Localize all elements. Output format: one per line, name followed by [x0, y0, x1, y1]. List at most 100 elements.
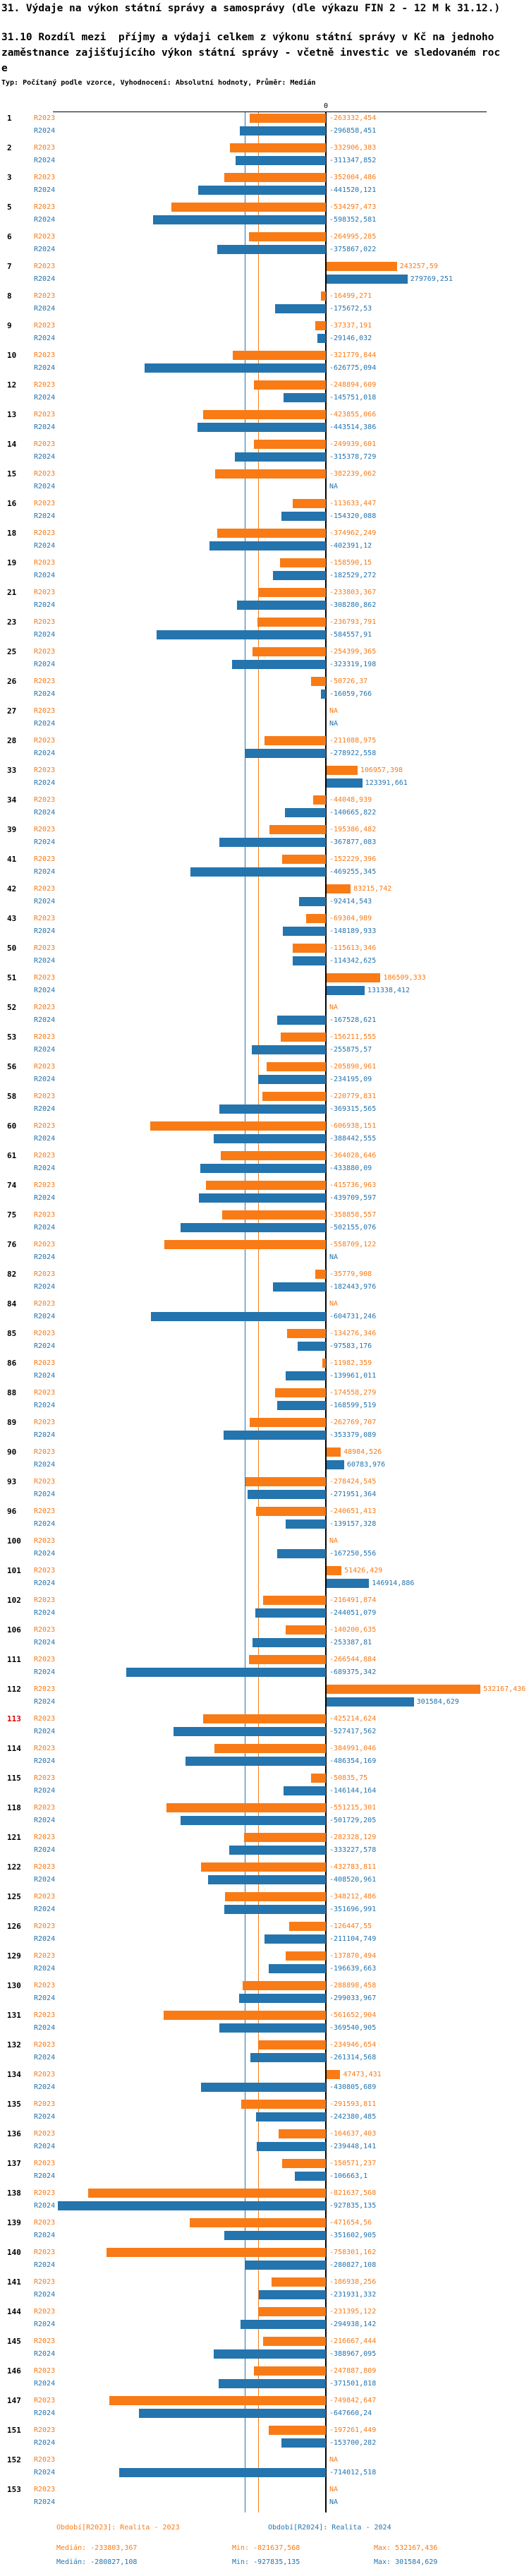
value-2024: 301584,629 [416, 1698, 459, 1706]
bar-2023 [263, 1596, 326, 1605]
bar-2023 [203, 410, 326, 419]
bar-2023 [171, 203, 326, 212]
bar-2023 [327, 1566, 342, 1575]
value-2024: -148189,933 [329, 927, 377, 935]
value-2023: 83215,742 [353, 885, 392, 893]
value-2024: -211104,749 [329, 1935, 377, 1943]
row-number: 23 [7, 618, 17, 627]
value-2024: -502155,076 [329, 1224, 377, 1232]
series-label-2024: R2024 [34, 779, 56, 787]
value-2024: -527417,562 [329, 1728, 377, 1735]
value-2024: -139961,011 [329, 1372, 377, 1380]
bar-2024 [207, 1875, 326, 1884]
stat-min-2023: Min: -821637,568 [232, 2544, 300, 2552]
value-2024: -29146,032 [329, 335, 372, 342]
value-2023: -50726,37 [329, 678, 368, 685]
series-label-2023: R2023 [34, 411, 56, 419]
value-2023: -240651,413 [329, 1507, 377, 1515]
bar-2023 [249, 232, 326, 241]
bar-2024 [239, 1994, 326, 2003]
value-2023: -150571,237 [329, 2160, 377, 2167]
stat-median-2023: Medián: -233803,367 [56, 2544, 138, 2552]
bar-2024 [327, 275, 408, 284]
bar-2024 [327, 1579, 370, 1588]
value-2024: -311347,852 [329, 157, 377, 164]
series-label-2024: R2024 [34, 2469, 56, 2476]
row-number: 60 [7, 1121, 17, 1131]
row-number: 131 [7, 2011, 21, 2020]
series-label-2023: R2023 [34, 381, 56, 389]
bar-2024 [241, 2320, 326, 2329]
row-number: 15 [7, 469, 17, 479]
series-label-2023: R2023 [34, 885, 56, 893]
value-2023: -137870,494 [329, 1952, 377, 1960]
bar-2024 [200, 1164, 326, 1173]
series-label-2024: R2024 [34, 1461, 56, 1469]
value-2024: -430805,689 [329, 2083, 377, 2091]
bar-2023 [289, 1922, 326, 1931]
bar-2023 [269, 825, 326, 834]
series-label-2023: R2023 [34, 440, 56, 448]
value-2023: 47473,431 [343, 2071, 382, 2078]
series-label-2024: R2024 [34, 1283, 56, 1291]
series-label-2023: R2023 [34, 2249, 56, 2256]
series-label-2023: R2023 [34, 2041, 56, 2049]
row-number: 7 [7, 262, 12, 271]
series-label-2023: R2023 [34, 1745, 56, 1752]
series-label-2023: R2023 [34, 263, 56, 270]
row-number: 52 [7, 1003, 17, 1012]
row-number: 27 [7, 706, 17, 716]
bar-2024 [258, 2290, 326, 2299]
value-2024: NA [329, 2498, 339, 2506]
value-2024: -388442,555 [329, 1135, 377, 1143]
stat-min-2024: Min: -927835,135 [232, 2558, 300, 2566]
series-label-2024: R2024 [34, 1135, 56, 1143]
value-2023: -758301,162 [329, 2249, 377, 2256]
series-label-2023: R2023 [34, 1330, 56, 1337]
bar-2023 [264, 736, 326, 745]
bar-2023 [244, 1833, 326, 1842]
series-label-2024: R2024 [34, 1164, 56, 1172]
row-number: 50 [7, 944, 17, 953]
value-2023: -236793,791 [329, 618, 377, 626]
row-number: 19 [7, 558, 17, 567]
value-2024: -443514,386 [329, 423, 377, 431]
value-2024: -92414,543 [329, 898, 372, 905]
value-2023: -152229,396 [329, 855, 377, 863]
bar-2023 [292, 944, 326, 953]
value-2023: -186938,256 [329, 2278, 377, 2286]
bar-2023 [224, 173, 326, 182]
series-label-2024: R2024 [34, 661, 56, 668]
bar-2023 [200, 1862, 326, 1872]
value-2024: -261314,568 [329, 2054, 377, 2062]
series-label-2024: R2024 [34, 1342, 56, 1350]
bar-2024 [295, 2172, 326, 2181]
row-number: 41 [7, 855, 17, 864]
series-label-2024: R2024 [34, 1105, 56, 1113]
bar-2024 [213, 1134, 326, 1143]
value-2023: -50835,75 [329, 1774, 368, 1782]
row-number: 43 [7, 914, 17, 923]
row-number: 101 [7, 1566, 21, 1575]
row-number: 114 [7, 1744, 21, 1753]
bar-2024 [126, 1668, 326, 1677]
series-label-2024: R2024 [34, 305, 56, 313]
bar-2023 [241, 2100, 326, 2109]
bar-2024 [57, 2201, 326, 2210]
series-label-2023: R2023 [34, 1952, 56, 1960]
row-number: 144 [7, 2307, 21, 2316]
value-2024: -604731,246 [329, 1313, 377, 1320]
value-2023: -558709,122 [329, 1241, 377, 1248]
bar-2023 [327, 973, 381, 982]
bar-2024 [255, 2112, 326, 2121]
value-2024: 131338,412 [367, 987, 411, 994]
bar-2024 [277, 1549, 326, 1558]
bar-2024 [250, 2053, 326, 2062]
value-2023: -126447,55 [329, 1922, 372, 1930]
series-label-2023: R2023 [34, 618, 56, 626]
value-2023: -254399,365 [329, 648, 377, 656]
row-number: 106 [7, 1625, 21, 1635]
series-label-2024: R2024 [34, 186, 56, 194]
value-2024: NA [329, 720, 339, 728]
row-number: 136 [7, 2129, 21, 2138]
